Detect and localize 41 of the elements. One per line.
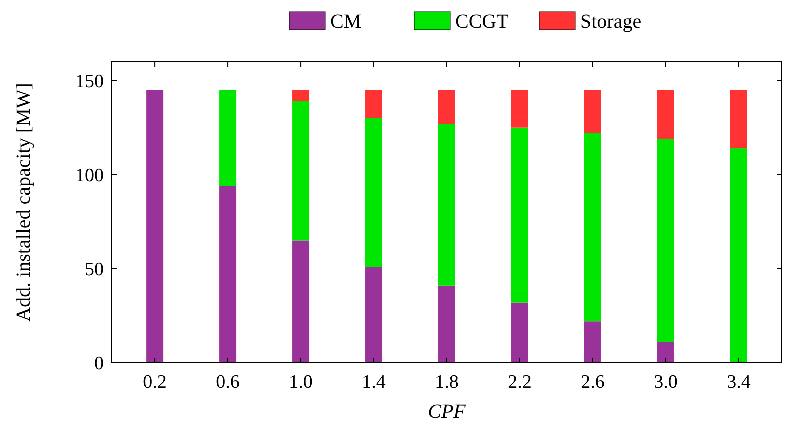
y-axis-title: Add. installed capacity [MW] bbox=[13, 83, 35, 322]
y-tick-label: 150 bbox=[76, 71, 104, 92]
bar bbox=[292, 90, 310, 102]
bar bbox=[584, 133, 602, 322]
y-tick-label: 0 bbox=[94, 354, 104, 375]
x-tick-label: 0.2 bbox=[143, 372, 167, 393]
bar bbox=[584, 322, 602, 363]
bar bbox=[438, 124, 456, 286]
bar bbox=[220, 186, 237, 363]
bar bbox=[438, 286, 456, 363]
x-tick-label: 0.6 bbox=[216, 372, 240, 393]
bar bbox=[220, 90, 237, 186]
bar bbox=[292, 240, 310, 363]
bar bbox=[657, 90, 674, 140]
bar bbox=[511, 90, 528, 128]
bar bbox=[292, 102, 310, 241]
bar bbox=[366, 267, 383, 363]
bar bbox=[657, 342, 674, 363]
bar bbox=[366, 118, 383, 268]
bar bbox=[366, 90, 383, 118]
bar bbox=[511, 302, 528, 363]
x-tick-label: 1.8 bbox=[435, 372, 459, 393]
bar bbox=[438, 90, 456, 124]
x-axis-title: CPF bbox=[428, 401, 467, 423]
bar bbox=[146, 90, 164, 363]
bar bbox=[730, 90, 748, 149]
x-tick-label: 1.0 bbox=[289, 372, 313, 393]
x-tick-label: 2.6 bbox=[581, 372, 605, 393]
y-tick-label: 50 bbox=[85, 260, 104, 281]
x-tick-label: 3.0 bbox=[654, 372, 678, 393]
x-tick-label: 1.4 bbox=[362, 372, 386, 393]
bar bbox=[730, 148, 748, 363]
y-tick-label: 100 bbox=[76, 166, 104, 187]
legend-label: CM bbox=[330, 11, 362, 33]
x-tick-label: 2.2 bbox=[508, 372, 532, 393]
bar bbox=[584, 90, 602, 134]
bar bbox=[657, 139, 674, 342]
legend-label: Storage bbox=[580, 11, 642, 33]
bar bbox=[511, 128, 528, 303]
legend-label: CCGT bbox=[456, 11, 509, 33]
x-tick-label: 3.4 bbox=[727, 372, 752, 393]
